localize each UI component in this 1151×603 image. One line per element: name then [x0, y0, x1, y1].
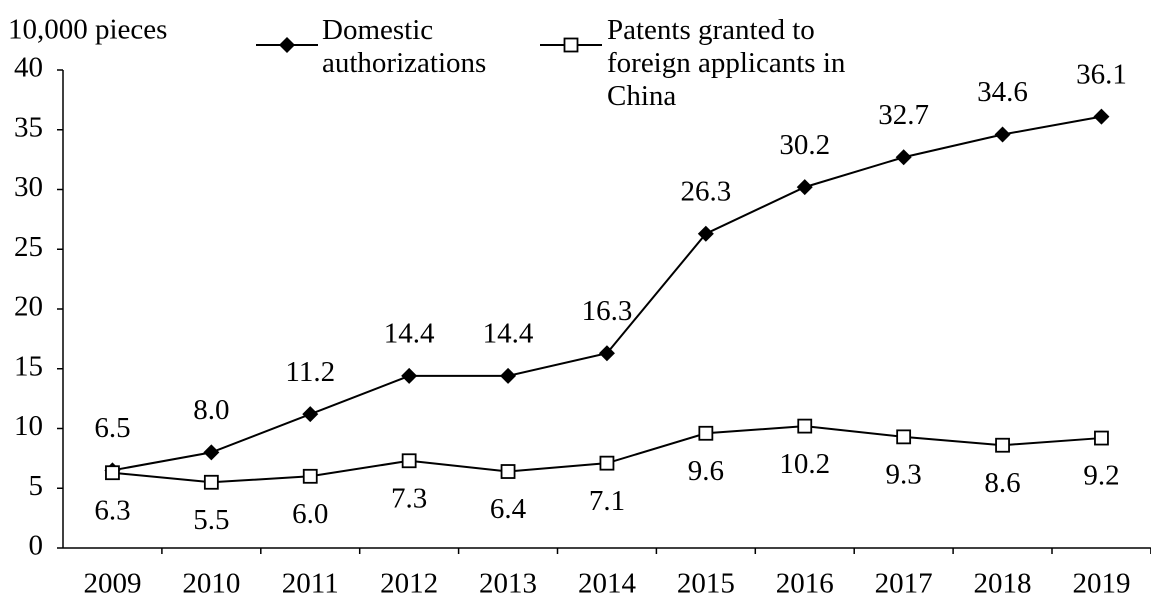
y-tick-label: 20: [14, 291, 43, 323]
x-tick-label: 2013: [479, 568, 537, 600]
data-point: [598, 345, 615, 362]
data-label: 6.3: [94, 494, 130, 526]
x-tick-label: 2012: [380, 568, 438, 600]
data-label: 32.7: [878, 99, 929, 131]
y-tick-label: 40: [14, 52, 43, 84]
legend-marker: [563, 37, 579, 53]
x-tick-label: 2011: [282, 568, 339, 600]
data-point: [1094, 430, 1109, 446]
data-label: 6.0: [292, 498, 328, 530]
data-label: 8.6: [984, 467, 1020, 499]
y-tick-label: 35: [14, 111, 43, 143]
data-label: 9.6: [688, 455, 724, 487]
data-label: 34.6: [977, 76, 1028, 108]
data-point: [401, 367, 418, 384]
data-label: 7.1: [589, 485, 625, 517]
data-label: 30.2: [779, 129, 830, 161]
data-label: 6.4: [490, 493, 527, 525]
legend-label: Domestic authorizations: [322, 14, 487, 79]
data-point: [1093, 108, 1110, 125]
data-point: [896, 429, 912, 445]
data-point: [796, 179, 813, 196]
data-point: [994, 126, 1011, 143]
data-point: [203, 444, 220, 461]
data-label: 6.5: [94, 412, 130, 444]
y-tick-label: 0: [29, 530, 44, 562]
data-label: 5.5: [193, 504, 229, 536]
data-point: [797, 418, 813, 434]
data-point: [500, 464, 516, 479]
y-tick-label: 30: [14, 171, 43, 203]
legend-label: Patents granted to foreign applicants in…: [607, 14, 846, 112]
data-label: 10.2: [779, 448, 830, 480]
series-line: [112, 425, 1102, 484]
data-point: [599, 455, 615, 471]
data-point: [895, 149, 912, 166]
data-label: 14.4: [483, 318, 534, 350]
data-label: 8.0: [193, 394, 229, 426]
data-point: [995, 437, 1010, 453]
y-tick-label: 15: [14, 350, 43, 382]
y-tick-label: 5: [29, 470, 44, 502]
data-point: [203, 474, 219, 490]
x-tick-label: 2016: [776, 568, 834, 600]
y-tick-label: 10: [14, 410, 43, 442]
data-point: [698, 425, 714, 441]
x-tick-label: 2009: [83, 568, 141, 600]
data-point: [500, 367, 517, 384]
x-tick-label: 2015: [677, 568, 735, 600]
y-tick-label: 25: [14, 231, 43, 263]
data-point: [105, 465, 120, 481]
x-tick-label: 2019: [1072, 568, 1130, 600]
data-label: 9.3: [886, 459, 922, 491]
data-label: 7.3: [391, 482, 427, 514]
x-tick-label: 2010: [182, 568, 240, 600]
data-point: [401, 453, 417, 469]
y-axis-label: 10,000 pieces: [8, 14, 167, 46]
data-label: 14.4: [384, 318, 435, 350]
data-point: [302, 468, 318, 484]
x-tick-label: 2018: [974, 568, 1032, 600]
data-label: 9.2: [1083, 460, 1119, 492]
x-tick-label: 2014: [578, 568, 637, 600]
x-tick-label: 2017: [875, 568, 933, 600]
legend-marker: [279, 37, 295, 53]
data-label: 11.2: [285, 356, 335, 388]
data-label: 26.3: [680, 175, 731, 207]
data-point: [697, 225, 714, 242]
series-line: [112, 115, 1102, 472]
data-label: 36.1: [1076, 58, 1127, 90]
data-label: 16.3: [582, 295, 633, 327]
data-point: [302, 406, 319, 423]
